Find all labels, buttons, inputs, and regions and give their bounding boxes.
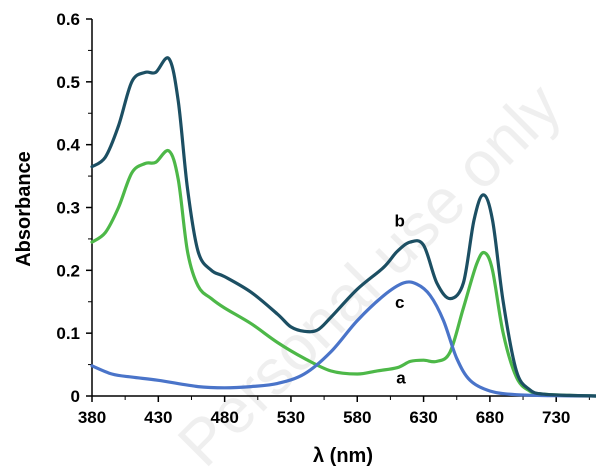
series-line-b <box>90 56 596 398</box>
x-tick-label: 530 <box>277 408 305 427</box>
series-label-a: a <box>396 368 406 387</box>
x-tick-label: 580 <box>343 408 371 427</box>
ticks: 0 0.1 0.2 0.3 0.4 0.5 0.6 380 430 480 530 580 630 680… <box>56 10 590 427</box>
x-tick-label: 680 <box>476 408 504 427</box>
y-tick-label: 0.4 <box>56 136 80 155</box>
y-tick-label: 0.5 <box>56 73 80 92</box>
x-axis-title: λ (nm) <box>313 445 373 467</box>
x-tick-label: 430 <box>144 408 172 427</box>
curves <box>90 56 596 398</box>
y-tick-label: 0.1 <box>56 324 80 343</box>
series-line-a <box>90 148 596 398</box>
y-tick-label: 0 <box>71 387 80 406</box>
x-tick-label: 730 <box>542 408 570 427</box>
x-tick-label: 630 <box>409 408 437 427</box>
x-tick-label: 380 <box>78 408 106 427</box>
series-line-c <box>90 280 596 398</box>
y-tick-label: 0.2 <box>56 261 80 280</box>
series-label-c: c <box>395 293 404 312</box>
y-tick-label: 0.6 <box>56 10 80 29</box>
curve-labels: a b c <box>395 211 407 387</box>
series-label-b: b <box>395 211 405 230</box>
y-axis-title: Absorbance <box>13 151 35 267</box>
y-tick-label: 0.3 <box>56 199 80 218</box>
x-tick-label: 480 <box>210 408 238 427</box>
